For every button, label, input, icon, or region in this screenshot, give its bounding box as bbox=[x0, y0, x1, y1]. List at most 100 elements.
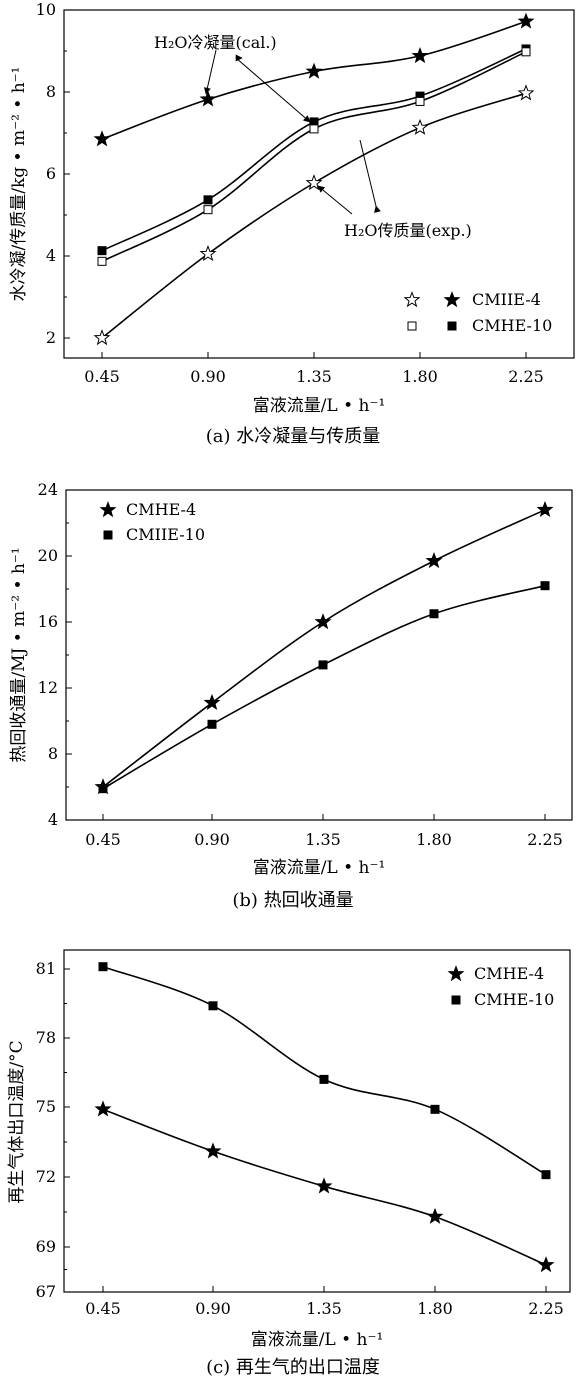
chart-a-y-tick-label: 4 bbox=[46, 246, 56, 265]
chart-a-point bbox=[199, 90, 217, 107]
chart-a-annotation-cal: H₂O冷凝量(cal.) bbox=[154, 33, 277, 52]
chart-a-caption: (a) 水冷凝量与传质量 bbox=[206, 426, 381, 447]
chart-a-marks bbox=[93, 12, 535, 346]
chart-a-svg: 0.45 0.90 1.35 1.80 2.25 2 4 6 8 10 H₂O冷凝量(cal.)… bbox=[9, 0, 575, 447]
chart-a-y-tick-label: 8 bbox=[46, 82, 56, 101]
chart-c-point bbox=[537, 1256, 555, 1273]
chart-b-legend-star bbox=[99, 501, 117, 518]
chart-c-legend-2: CMHE-10 bbox=[474, 990, 554, 1009]
chart-b-point bbox=[425, 551, 443, 569]
chart-c-x-tick-label: 0.90 bbox=[195, 1299, 231, 1318]
chart-b-x-ticks: 0.45 0.90 1.35 1.80 2.25 bbox=[85, 814, 563, 849]
chart-a-frame bbox=[63, 9, 575, 359]
chart-c-svg: 0.45 0.90 1.35 1.80 2.25 67 69 72 75 78 81 CMHE-4… bbox=[7, 949, 571, 1378]
chart-a-point bbox=[411, 46, 429, 64]
chart-a-y-ticks: 2 4 6 8 10 bbox=[36, 0, 70, 347]
chart-b-legend: CMHE-4 CMIIE-10 bbox=[99, 500, 205, 544]
chart-a-point bbox=[517, 12, 535, 29]
chart-b-y-tick-label: 24 bbox=[38, 480, 58, 499]
chart-b-legend-1: CMHE-4 bbox=[126, 500, 196, 519]
chart-c-marks bbox=[94, 962, 555, 1273]
chart-b-y-tick-label: 12 bbox=[38, 678, 58, 697]
chart-b-point bbox=[98, 784, 108, 794]
chart-c-x-tick-label: 0.45 bbox=[85, 1299, 121, 1318]
chart-c-y-tick-label: 78 bbox=[36, 1028, 56, 1047]
chart-a-x-tick-label: 1.80 bbox=[402, 367, 438, 386]
chart-a-legend-square-open bbox=[407, 321, 417, 331]
chart-b-x-tick-label: 2.25 bbox=[527, 830, 563, 849]
chart-a-x-tick-label: 2.25 bbox=[508, 367, 544, 386]
chart-c-legend-1: CMHE-4 bbox=[474, 964, 544, 983]
chart-a-point bbox=[521, 47, 531, 57]
chart-a-point bbox=[305, 62, 323, 79]
panel-c: 0.45 0.90 1.35 1.80 2.25 67 69 72 75 78 81 CMHE-4… bbox=[0, 930, 586, 1384]
chart-a-legend-star-filled bbox=[443, 291, 461, 308]
chart-c-point bbox=[208, 1001, 218, 1011]
chart-b-point bbox=[314, 613, 332, 630]
chart-a-x-tick-label: 0.45 bbox=[84, 367, 120, 386]
chart-c-point bbox=[319, 1074, 329, 1084]
chart-b-y-tick-label: 16 bbox=[38, 612, 58, 631]
chart-c-frame bbox=[63, 949, 571, 1293]
chart-a-legend: CMIIE-4 CMHE-10 bbox=[403, 290, 552, 335]
chart-a-point bbox=[203, 205, 213, 215]
chart-b-ylabel: 热回收通量/MJ • m⁻² • h⁻¹ bbox=[9, 547, 29, 762]
chart-c-y-tick-label: 72 bbox=[36, 1167, 56, 1186]
chart-a-point bbox=[199, 244, 217, 262]
chart-a-y-tick-label: 2 bbox=[46, 328, 56, 347]
chart-c-point bbox=[541, 1170, 551, 1180]
chart-c-x-tick-label: 2.25 bbox=[528, 1299, 564, 1318]
chart-a-legend-2: CMHE-10 bbox=[472, 316, 552, 335]
chart-a-point bbox=[93, 329, 111, 346]
chart-b-point bbox=[318, 660, 328, 670]
chart-b-y-ticks: 4 8 12 16 20 24 bbox=[38, 480, 72, 829]
chart-a-annotation-exp: H₂O传质量(exp.) bbox=[344, 221, 472, 240]
arrow-cal-1 bbox=[203, 49, 217, 95]
chart-b-xlabel: 富液流量/L • h⁻¹ bbox=[253, 858, 386, 878]
chart-a-xlabel: 富液流量/L • h⁻¹ bbox=[253, 396, 386, 416]
chart-b-series-line bbox=[102, 509, 546, 788]
chart-a-y-tick-label: 10 bbox=[36, 0, 56, 19]
chart-c-legend: CMHE-4 CMHE-10 bbox=[447, 964, 554, 1009]
chart-b-y-tick-label: 4 bbox=[48, 810, 58, 829]
chart-b-marks bbox=[94, 500, 554, 795]
chart-c-x-tick-label: 1.80 bbox=[417, 1299, 453, 1318]
chart-c-legend-star bbox=[447, 965, 465, 982]
chart-c-point bbox=[430, 1104, 440, 1114]
chart-a-x-ticks: 0.45 0.90 1.35 1.80 2.25 bbox=[84, 352, 544, 386]
chart-a-legend-square-filled bbox=[447, 321, 457, 331]
chart-a-annotations: H₂O冷凝量(cal.) H₂O传质量(exp.) bbox=[154, 33, 472, 240]
chart-c-point bbox=[94, 1100, 112, 1117]
arrow-cal-2 bbox=[235, 57, 311, 123]
chart-c-x-ticks: 0.45 0.90 1.35 1.80 2.25 bbox=[85, 1286, 564, 1318]
chart-b-point bbox=[540, 581, 550, 591]
chart-c-y-tick-label: 67 bbox=[36, 1282, 56, 1301]
arrow-exp-1 bbox=[317, 185, 353, 215]
chart-c-y-tick-label: 81 bbox=[36, 959, 56, 978]
chart-c-y-ticks: 67 69 72 75 78 81 bbox=[36, 959, 70, 1301]
chart-b-curves bbox=[102, 509, 546, 790]
chart-b-legend-2: CMIIE-10 bbox=[126, 525, 205, 544]
chart-c-caption: (c) 再生气的出口温度 bbox=[206, 1357, 380, 1378]
chart-a-point bbox=[309, 124, 319, 134]
chart-a-x-tick-label: 1.35 bbox=[296, 367, 332, 386]
chart-c-xlabel: 富液流量/L • h⁻¹ bbox=[251, 1330, 384, 1350]
chart-c-legend-square bbox=[451, 995, 461, 1005]
chart-b-point bbox=[207, 719, 217, 729]
chart-a-point bbox=[305, 174, 323, 191]
chart-c-curves bbox=[102, 965, 547, 1266]
chart-c-ylabel: 再生气体出口温度/°C bbox=[7, 1040, 27, 1203]
chart-c-point bbox=[98, 962, 108, 972]
chart-a-ylabel: 水冷凝/传质量/kg • m⁻² • h⁻¹ bbox=[9, 67, 29, 302]
chart-a-point bbox=[517, 84, 535, 101]
chart-a-legend-star-open bbox=[403, 291, 421, 308]
chart-b-point bbox=[536, 500, 554, 518]
chart-b-x-tick-label: 1.35 bbox=[305, 830, 341, 849]
chart-c-point bbox=[426, 1207, 444, 1224]
panel-a: 0.45 0.90 1.35 1.80 2.25 2 4 6 8 10 H₂O冷凝量(cal.)… bbox=[0, 0, 586, 460]
chart-b-point bbox=[429, 609, 439, 619]
chart-a-y-tick-label: 6 bbox=[46, 164, 56, 183]
chart-b-y-tick-label: 20 bbox=[38, 546, 58, 565]
chart-c-y-tick-label: 75 bbox=[36, 1097, 56, 1116]
chart-c-point bbox=[204, 1142, 222, 1159]
